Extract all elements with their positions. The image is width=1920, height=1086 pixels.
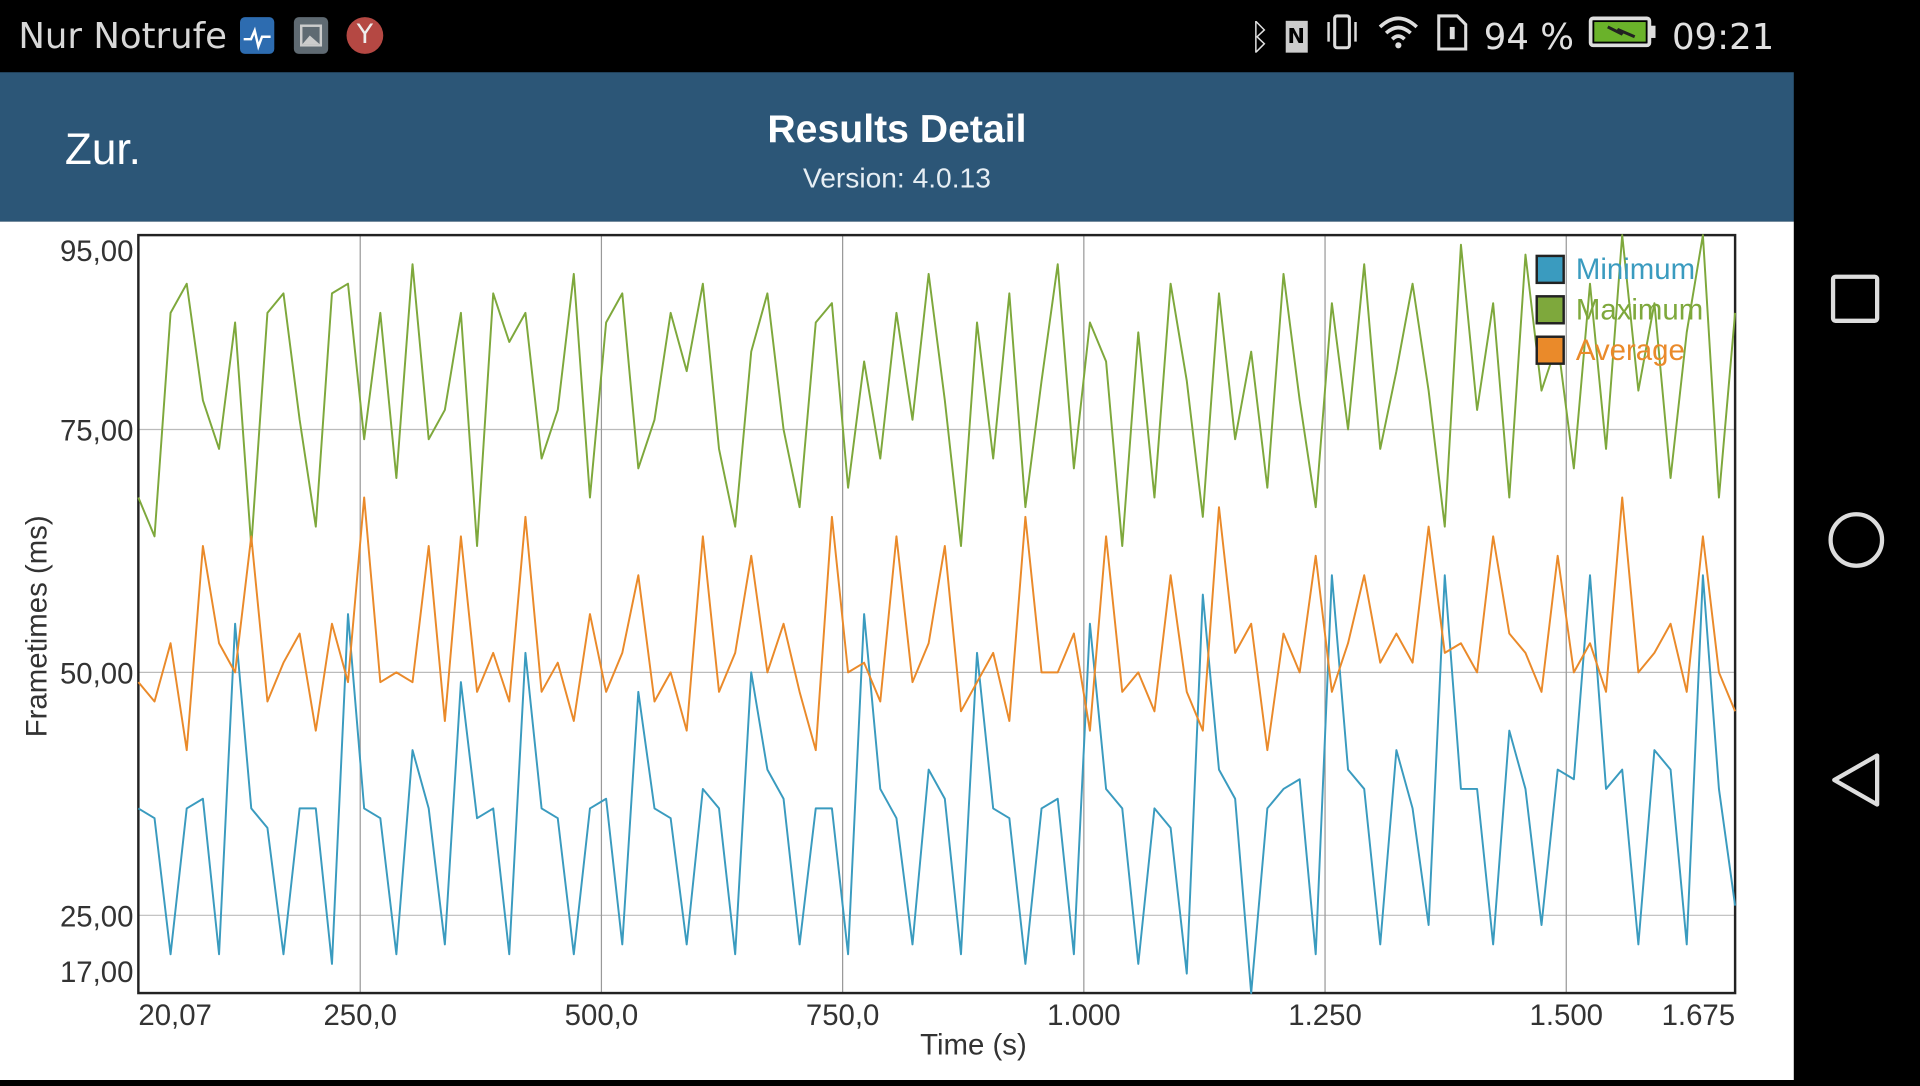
x-tick-label: 750,0: [806, 999, 880, 1032]
x-tick-label: 1.500: [1529, 999, 1603, 1032]
back-button[interactable]: Zur.: [64, 123, 141, 174]
y-tick-label: 50,00: [60, 657, 134, 690]
x-tick-label: 20,07: [138, 999, 212, 1032]
nfc-icon: N: [1285, 20, 1308, 53]
y-tick-label: 95,00: [60, 235, 134, 268]
legend-swatch-maximum: [1535, 295, 1565, 325]
sim-icon: [1435, 12, 1469, 60]
vibrate-icon: [1322, 12, 1361, 60]
y-tick-label: 25,00: [60, 900, 134, 933]
series-line-average: [137, 496, 1737, 752]
legend-label-minimum: Minimum: [1576, 253, 1695, 286]
chart-area: 95,00 75,00 50,00 25,00 17,00 20,07 250,0 500,0…: [0, 221, 1794, 1081]
recents-square-icon[interactable]: [1830, 274, 1880, 323]
app-header: Zur. Results Detail Version: 4.0.13: [0, 72, 1794, 222]
y-tick-label: 75,00: [60, 414, 134, 447]
y-tick-label: 17,00: [60, 956, 134, 989]
x-tick-label: 250,0: [323, 999, 397, 1032]
legend-label-average: Average: [1576, 334, 1685, 367]
version-label: Version: 4.0.13: [802, 161, 991, 194]
battery-percent: 94 %: [1483, 15, 1574, 57]
carrier-label: Nur Notrufe: [18, 14, 227, 57]
bluetooth-icon: ᛒ: [1249, 15, 1271, 57]
x-tick-label: 500,0: [565, 999, 639, 1032]
navigation-bar: [1793, 0, 1920, 1081]
home-circle-icon[interactable]: [1828, 512, 1885, 568]
back-triangle-icon[interactable]: [1832, 753, 1880, 807]
yandex-icon: Y: [346, 17, 384, 54]
x-tick-label: 1.000: [1047, 999, 1121, 1032]
series-line-maximum: [137, 234, 1737, 547]
x-tick-label: 1.675: [1662, 999, 1736, 1032]
legend-swatch-average: [1535, 335, 1565, 365]
clock: 09:21: [1671, 15, 1775, 57]
x-axis-label: Time (s): [920, 1028, 1027, 1061]
status-icons: ᛒ N 94 % 09:21: [1249, 12, 1774, 60]
gallery-icon: [293, 17, 329, 54]
heart-monitor-icon: [240, 17, 275, 54]
battery-charging-icon: [1589, 15, 1658, 58]
legend-label-maximum: Maximum: [1576, 294, 1703, 327]
plot-frame: [137, 233, 1737, 995]
wifi-icon: [1376, 12, 1420, 60]
legend-swatch-minimum: [1535, 254, 1565, 285]
page-title: Results Detail: [767, 106, 1027, 151]
series-line-minimum: [137, 574, 1737, 995]
x-tick-label: 1.250: [1288, 999, 1362, 1032]
y-axis-label: Frametimes (ms): [21, 515, 54, 737]
status-bar: Nur Notrufe Y ᛒ N 94 % 09:21: [0, 0, 1794, 73]
